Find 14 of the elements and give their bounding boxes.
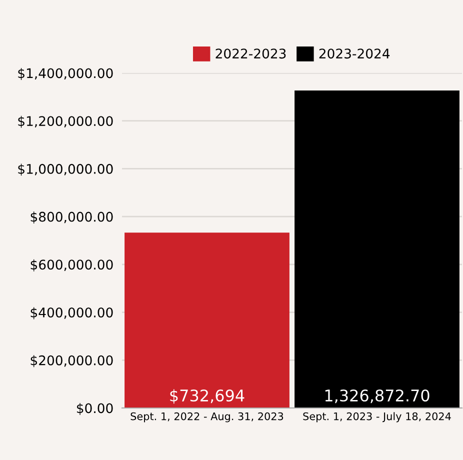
y-tick-label: $1,000,000.00: [18, 164, 113, 176]
legend-label: 2022-2023: [216, 48, 286, 59]
x-tick-label: Sept. 1, 2023 - July 18, 2024: [303, 412, 451, 422]
y-tick-label: $1,200,000.00: [18, 116, 113, 128]
y-tick-label: $1,400,000.00: [18, 68, 113, 80]
y-tick-label: $200,000.00: [30, 355, 113, 368]
legend-label: 2023-2024: [319, 48, 390, 59]
data-label: 1,326,872.70: [325, 389, 430, 404]
data-label: $732,694: [170, 389, 244, 404]
y-tick-label: $600,000.00: [30, 259, 113, 272]
y-tick-label: $800,000.00: [30, 212, 113, 224]
x-tick-label: Sept. 1, 2022 - Aug. 31, 2023: [130, 412, 284, 422]
y-tick-label: $400,000.00: [30, 307, 113, 320]
y-tick-label: $0.00: [76, 402, 113, 415]
